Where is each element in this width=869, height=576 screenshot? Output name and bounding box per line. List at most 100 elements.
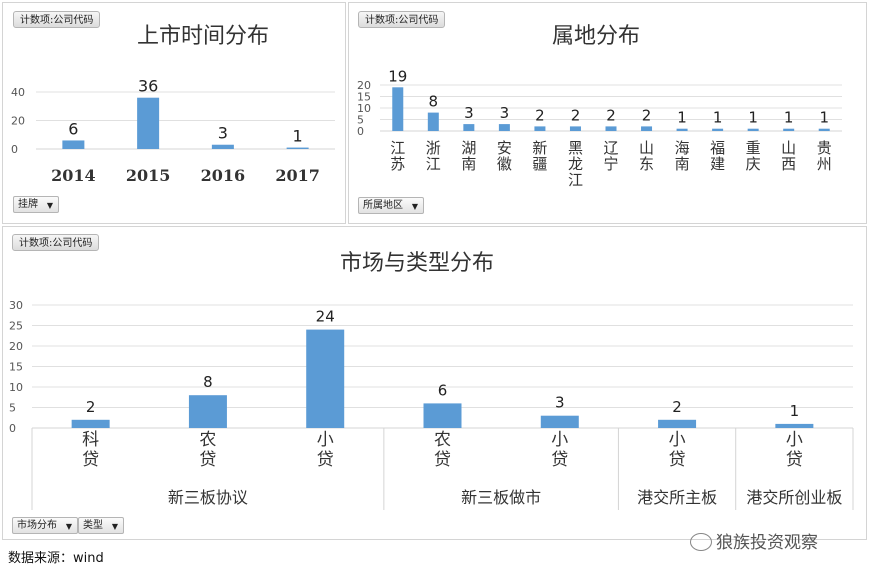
data-label: 8 bbox=[429, 93, 439, 111]
x-category-label: 科贷 bbox=[82, 430, 99, 470]
bar bbox=[569, 126, 581, 131]
data-label: 2 bbox=[86, 398, 96, 416]
filter-label: 所属地区 bbox=[363, 200, 403, 211]
y-tick-label: 15 bbox=[9, 361, 23, 374]
watermark-text: 狼族投资观察 bbox=[716, 533, 818, 553]
chart-title: 市场与类型分布 bbox=[340, 251, 495, 276]
bar bbox=[211, 144, 234, 149]
bar bbox=[188, 395, 227, 428]
filter-label: 挂牌 bbox=[18, 199, 38, 210]
x-category-label: 2017 bbox=[275, 166, 320, 185]
watermark: 狼族投资观察 bbox=[690, 528, 818, 553]
data-label: 3 bbox=[464, 104, 474, 122]
bar bbox=[818, 128, 830, 131]
bar bbox=[423, 403, 462, 428]
data-label: 2 bbox=[571, 106, 581, 124]
data-label: 24 bbox=[316, 308, 335, 326]
data-label: 3 bbox=[555, 394, 565, 412]
bar bbox=[534, 126, 546, 131]
data-label: 2 bbox=[606, 106, 616, 124]
bar bbox=[747, 128, 759, 131]
data-source-note: 数据来源：wind bbox=[8, 551, 104, 566]
y-tick-label: 40 bbox=[11, 86, 25, 99]
x-category-label: 小贷 bbox=[786, 430, 803, 470]
x-category-label: 贵州 bbox=[817, 139, 832, 173]
x-category-label: 江苏 bbox=[390, 139, 405, 173]
dropdown-arrow-icon: ▼ bbox=[411, 202, 418, 211]
y-tick-label: 0 bbox=[357, 125, 364, 138]
bar bbox=[392, 87, 404, 131]
value-field-button[interactable]: 计数项:公司代码 bbox=[13, 11, 101, 28]
filter-dropdown-type[interactable]: 类型 ▼ bbox=[78, 517, 124, 534]
bar bbox=[658, 419, 697, 428]
x-category-label: 重庆 bbox=[746, 139, 761, 173]
bar bbox=[676, 128, 688, 131]
y-tick-label: 15 bbox=[357, 91, 371, 104]
data-label: 36 bbox=[138, 77, 158, 96]
x-category-label: 小贷 bbox=[669, 430, 686, 470]
bar bbox=[286, 147, 309, 149]
y-tick-label: 0 bbox=[9, 422, 16, 435]
chart-title: 属地分布 bbox=[552, 24, 641, 49]
data-label: 2 bbox=[535, 106, 545, 124]
data-label: 1 bbox=[713, 109, 723, 127]
data-label: 1 bbox=[748, 109, 758, 127]
value-field-button[interactable]: 计数项:公司代码 bbox=[12, 234, 100, 251]
data-label: 1 bbox=[293, 127, 303, 146]
bar-chart-listing-time: 0 20 40 6 2014 36 2015 3 2016 1 2017 bbox=[11, 77, 335, 185]
x-category-label: 黑龙江 bbox=[568, 139, 583, 189]
y-tick-label: 5 bbox=[357, 114, 364, 127]
filter-dropdown-region[interactable]: 所属地区 ▼ bbox=[358, 197, 424, 214]
x-category-label: 2015 bbox=[126, 166, 171, 185]
bar bbox=[775, 423, 814, 428]
bar bbox=[71, 419, 110, 428]
y-tick-label: 30 bbox=[9, 299, 23, 312]
x-category-label: 海南 bbox=[675, 139, 690, 173]
dropdown-arrow-icon: ▼ bbox=[65, 522, 72, 531]
data-label: 1 bbox=[819, 109, 829, 127]
data-label: 8 bbox=[203, 373, 213, 391]
x-category-label: 农贷 bbox=[199, 430, 216, 470]
bar bbox=[498, 124, 510, 131]
x-category-label: 小贷 bbox=[317, 430, 334, 470]
data-label: 6 bbox=[68, 119, 78, 138]
x-category-label: 新疆 bbox=[532, 139, 547, 173]
dropdown-arrow-icon: ▼ bbox=[111, 522, 118, 531]
chart-panel-region: 计数项:公司代码 属地分布 0 5 10 15 20 19 江苏 8 浙江 3 湖南 3 安徽 2 新疆 2 黑… bbox=[348, 2, 867, 224]
wechat-logo-icon bbox=[690, 533, 712, 551]
x-category-label: 浙江 bbox=[426, 139, 441, 173]
x-category-label: 2016 bbox=[201, 166, 246, 185]
data-label: 19 bbox=[388, 67, 407, 85]
x-category-label: 小贷 bbox=[551, 430, 568, 470]
y-tick-label: 20 bbox=[11, 115, 25, 128]
chart-panel-listing-time: 计数项:公司代码 上市时间分布 0 20 40 6 2014 36 2015 3 2016 1 20… bbox=[2, 2, 346, 224]
bar bbox=[641, 126, 653, 131]
data-label: 3 bbox=[500, 104, 510, 122]
bar bbox=[463, 124, 475, 131]
filter-dropdown-market[interactable]: 市场分布 ▼ bbox=[12, 517, 78, 534]
y-tick-label: 10 bbox=[357, 102, 371, 115]
bar bbox=[427, 112, 439, 131]
chart-panel-market-type: 计数项:公司代码 市场与类型分布 0 5 10 15 20 25 30 2 科贷 8 农贷 24 小贷 6… bbox=[2, 226, 867, 540]
bar bbox=[783, 128, 795, 131]
filter-label: 类型 bbox=[83, 520, 103, 531]
x-category-label: 山东 bbox=[639, 139, 654, 173]
data-label: 1 bbox=[790, 402, 800, 420]
data-label: 2 bbox=[642, 106, 652, 124]
group-label: 港交所主板 bbox=[637, 488, 717, 507]
x-category-label: 农贷 bbox=[434, 430, 451, 470]
x-category-label: 福建 bbox=[710, 139, 725, 173]
x-category-label: 安徽 bbox=[497, 139, 512, 173]
y-tick-label: 5 bbox=[9, 402, 16, 415]
data-label: 2 bbox=[672, 398, 682, 416]
value-field-button[interactable]: 计数项:公司代码 bbox=[358, 11, 446, 28]
group-label: 港交所创业板 bbox=[746, 488, 842, 507]
filter-dropdown-listing[interactable]: 挂牌 ▼ bbox=[13, 196, 59, 213]
y-tick-label: 10 bbox=[9, 381, 23, 394]
x-category-label: 2014 bbox=[51, 166, 96, 185]
bar bbox=[540, 415, 579, 428]
group-label: 新三板做市 bbox=[461, 488, 541, 507]
y-tick-label: 25 bbox=[9, 320, 23, 333]
bar bbox=[712, 128, 724, 131]
